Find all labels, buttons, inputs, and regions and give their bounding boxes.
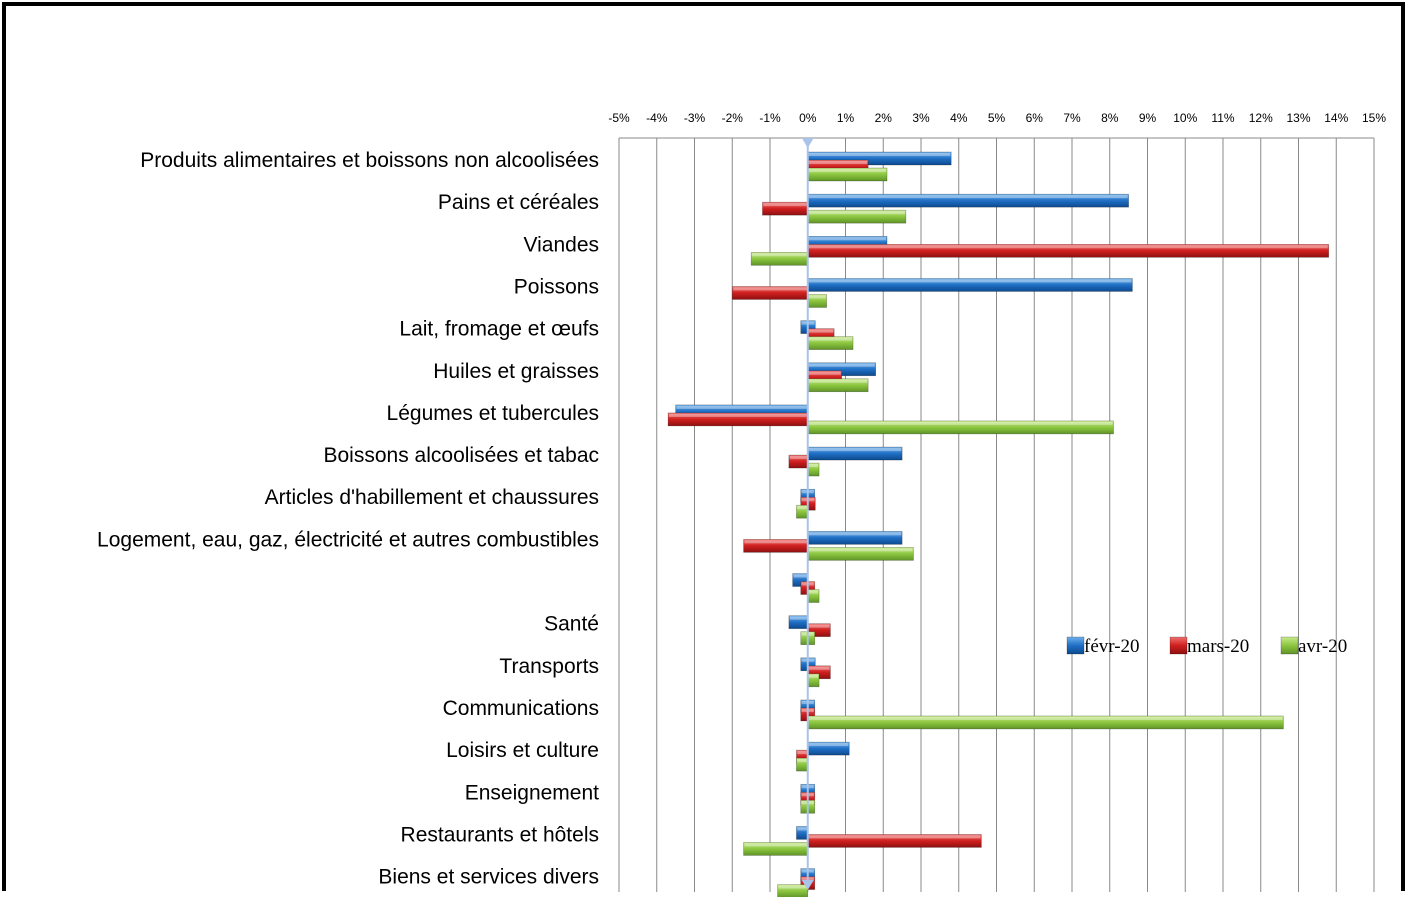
x-tick-label: -5% <box>608 111 630 125</box>
bar-avr-20-0 <box>807 167 888 182</box>
category-label: Loisirs et culture <box>446 739 599 762</box>
x-tick-label: -3% <box>684 111 706 125</box>
x-tick-label: 1% <box>837 111 855 125</box>
category-label: Boissons alcoolisées et tabac <box>324 444 600 467</box>
category-labels: Produits alimentaires et boissons non al… <box>97 149 599 889</box>
bar-avr-20-4 <box>807 336 854 350</box>
category-label: Viandes <box>523 233 599 256</box>
x-tick-label: 8% <box>1101 111 1119 125</box>
bar-févr-20-7 <box>807 446 903 461</box>
category-label: Enseignement <box>465 781 599 804</box>
bar-mars-20-2 <box>807 244 1330 258</box>
bars <box>667 151 1330 897</box>
bar-mars-20-9 <box>743 539 809 553</box>
zero-axis <box>801 138 814 890</box>
category-label: Biens et services divers <box>378 866 599 889</box>
x-tick-label: 4% <box>950 111 968 125</box>
category-label: Articles d'habillement et chaussures <box>265 486 599 509</box>
bar-avr-20-2 <box>750 252 809 266</box>
x-tick-label: 10% <box>1173 111 1197 125</box>
bar-avr-20-5 <box>807 378 869 393</box>
x-tick-label: 6% <box>1026 111 1044 125</box>
bar-mars-20-1 <box>762 201 809 216</box>
bar-mars-20-16 <box>807 834 982 848</box>
category-label: Logement, eau, gaz, électricité et autre… <box>97 528 599 551</box>
category-label: Pains et céréales <box>438 191 599 214</box>
category-label: Huiles et graisses <box>433 360 599 383</box>
bar-févr-20-3 <box>807 278 1133 292</box>
bar-avr-20-7 <box>807 462 820 477</box>
x-tick-label: 3% <box>912 111 930 125</box>
legend-label: avr-20 <box>1298 636 1347 657</box>
x-tick-label: 11% <box>1211 111 1234 125</box>
bar-mars-20-6 <box>667 412 809 427</box>
x-tick-label: 13% <box>1286 111 1310 125</box>
category-label: Poissons <box>514 275 599 298</box>
category-label: Restaurants et hôtels <box>401 823 599 846</box>
bar-févr-20-1 <box>807 193 1129 208</box>
bar-avr-20-6 <box>807 420 1114 435</box>
legend-swatch <box>1169 636 1188 655</box>
legend-label: févr-20 <box>1084 636 1140 657</box>
bar-avr-20-1 <box>807 209 907 224</box>
x-tick-label: 7% <box>1063 111 1081 125</box>
x-tick-label: 0% <box>799 111 817 125</box>
category-label: Communications <box>443 697 599 720</box>
x-tick-label: 15% <box>1362 111 1386 125</box>
bar-avr-20-16 <box>743 842 809 856</box>
bar-avr-20-10 <box>807 589 820 603</box>
zero-line-arrow-bottom <box>801 880 814 890</box>
bar-févr-20-14 <box>807 741 850 756</box>
x-tick-label: 2% <box>875 111 893 125</box>
bar-mars-20-3 <box>731 286 809 300</box>
bar-avr-20-13 <box>807 715 1284 730</box>
x-tick-label: 12% <box>1249 111 1273 125</box>
legend-item-févr-20: févr-20 <box>1066 636 1140 657</box>
legend-label: mars-20 <box>1187 636 1249 657</box>
x-tick-label: -1% <box>759 111 781 125</box>
x-tick-label: 5% <box>988 111 1006 125</box>
bar-avr-20-17 <box>777 884 809 897</box>
category-label: Lait, fromage et œufs <box>399 318 599 341</box>
legend: févr-20 mars-20 avr-20 <box>1066 636 1347 657</box>
category-label: Produits alimentaires et boissons non al… <box>140 149 599 172</box>
bar-avr-20-8 <box>796 504 809 519</box>
x-tick-label: -4% <box>646 111 668 125</box>
bar-avr-20-12 <box>807 673 820 688</box>
category-label: Transports <box>499 655 599 678</box>
legend-swatch <box>1280 636 1299 655</box>
x-tick-label: 14% <box>1324 111 1348 125</box>
zero-line-arrow-top <box>801 138 814 148</box>
bar-avr-20-3 <box>807 294 827 308</box>
bar-févr-20-9 <box>807 531 903 545</box>
category-label: Légumes et tubercules <box>387 402 599 425</box>
bar-mars-20-7 <box>788 454 809 469</box>
x-tick-label: -2% <box>722 111 744 125</box>
bar-févr-20-11 <box>788 615 809 629</box>
x-axis-ticks: -5% -4% -3% -2% -1% 0% 1% 2% 3% 4% 5% 6% 7% 8% 9% 10% 11… <box>608 111 1386 125</box>
bar-févr-20-16 <box>796 826 809 840</box>
x-tick-label: 9% <box>1139 111 1157 125</box>
legend-item-mars-20: mars-20 <box>1169 636 1249 657</box>
legend-item-avr-20: avr-20 <box>1280 636 1347 657</box>
category-label: Santé <box>544 613 599 636</box>
bar-avr-20-9 <box>807 547 914 561</box>
legend-swatch <box>1066 636 1085 655</box>
bar-avr-20-14 <box>796 757 809 772</box>
